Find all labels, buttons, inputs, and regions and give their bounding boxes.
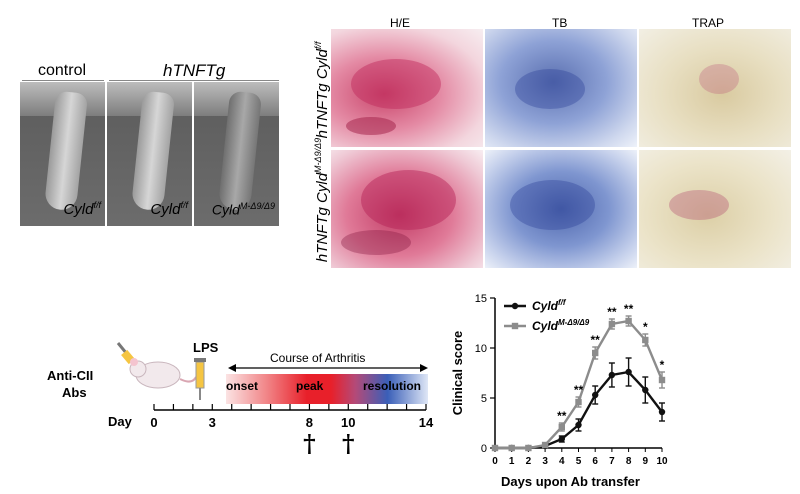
row-label-ff: hTNFTg Cyldf/f <box>313 41 331 139</box>
x-tick-label: 4 <box>559 456 565 467</box>
data-point <box>541 441 549 449</box>
day-label: Day <box>108 414 132 429</box>
x-tick-label: 0 <box>492 456 498 467</box>
data-point <box>558 435 565 443</box>
day-tick-label: 0 <box>150 415 157 430</box>
x-tick-label: 7 <box>609 456 615 467</box>
y-tick-label: 10 <box>475 343 487 355</box>
data-point <box>642 386 649 394</box>
significance-label: * <box>643 320 648 334</box>
death-marker: † <box>342 429 355 458</box>
day-axis: 0 3 8 10 14 † † <box>150 404 434 458</box>
course-arrow <box>228 364 428 372</box>
significance-label: ** <box>607 305 617 319</box>
y-tick-label: 0 <box>481 443 487 455</box>
stain-header-trap: TRAP <box>692 16 725 30</box>
data-point <box>508 444 515 452</box>
significance-label: ** <box>557 409 567 423</box>
stain-header-tb: TB <box>552 16 568 30</box>
syringe-illustration <box>194 358 206 400</box>
course-of-arthritis-label: Course of Arthritis <box>270 351 366 365</box>
x-tick-label: 3 <box>542 456 548 467</box>
anti-cii-label: Anti-CII <box>47 368 94 383</box>
data-point <box>592 349 599 357</box>
significance-label: * <box>660 358 665 372</box>
histology-tb-ff <box>485 29 637 147</box>
data-point <box>658 408 666 416</box>
x-axis-label: Days upon Ab transfer <box>501 474 640 489</box>
data-point <box>525 444 532 452</box>
data-point <box>625 368 632 376</box>
data-point <box>592 391 599 399</box>
phase-resolution: resolution <box>363 379 422 393</box>
data-point <box>642 336 649 344</box>
day-tick-label: 14 <box>419 415 434 430</box>
mouse-illustration <box>116 342 197 389</box>
paw-photo-htnf-ff: Cyldf/f <box>107 82 192 226</box>
anti-cii-label-abs: Abs <box>62 385 87 400</box>
data-point <box>491 444 499 452</box>
data-point <box>575 398 582 406</box>
x-tick-label: 2 <box>526 456 532 467</box>
paw-label: Cyldf/f <box>63 200 101 218</box>
y-axis-label: Clinical score <box>450 331 465 416</box>
legend-marker <box>511 302 519 310</box>
legend-label: CyldM-Δ9/Δ9 <box>532 318 590 333</box>
phase-onset: onset <box>226 379 259 393</box>
significance-label: ** <box>624 302 634 316</box>
day-tick-label: 8 <box>306 415 313 430</box>
data-point <box>625 317 632 325</box>
paw-label: Cyldf/f <box>150 200 188 218</box>
day-tick-label: 10 <box>341 415 355 430</box>
significance-label: ** <box>591 333 601 347</box>
histology-trap-ff <box>639 29 791 147</box>
phase-peak: peak <box>296 379 324 393</box>
y-tick-label: 5 <box>481 393 487 405</box>
control-header: control <box>38 62 87 79</box>
data-point <box>575 421 582 429</box>
paw-photo-control: Cyldf/f <box>20 82 105 226</box>
row-label-mutant: hTNFTg CyldM-Δ9/Δ9 <box>313 137 331 263</box>
legend-marker <box>511 322 519 330</box>
x-tick-label: 5 <box>576 456 582 467</box>
y-tick-label: 15 <box>475 293 487 305</box>
legend-label: Cyldf/f <box>532 298 567 313</box>
x-tick-label: 10 <box>656 456 668 467</box>
control-header-line <box>22 80 104 81</box>
data-point <box>658 376 666 384</box>
histology-tb-mutant <box>485 150 637 268</box>
data-point <box>608 371 616 379</box>
htnf-header: hTNFTg <box>163 61 226 80</box>
x-tick-label: 9 <box>643 456 649 467</box>
x-tick-label: 8 <box>626 456 632 467</box>
paw-label: CyldM-Δ9/Δ9 <box>211 201 275 218</box>
data-point <box>608 320 616 328</box>
x-tick-label: 6 <box>592 456 598 467</box>
histology-he-ff <box>331 29 483 147</box>
data-point <box>558 423 565 431</box>
lps-label: LPS <box>193 340 219 355</box>
histology-trap-mutant <box>639 150 791 268</box>
paw-photo-htnf-mutant: CyldM-Δ9/Δ9 <box>194 82 279 226</box>
stain-header-he: H/E <box>390 16 411 30</box>
histology-he-mutant <box>331 150 483 268</box>
x-tick-label: 1 <box>509 456 515 467</box>
day-tick-label: 3 <box>209 415 216 430</box>
death-marker: † <box>303 429 316 458</box>
significance-label: ** <box>574 383 584 397</box>
htnf-header-line <box>109 80 279 81</box>
phase-gradient-bar <box>226 374 428 404</box>
